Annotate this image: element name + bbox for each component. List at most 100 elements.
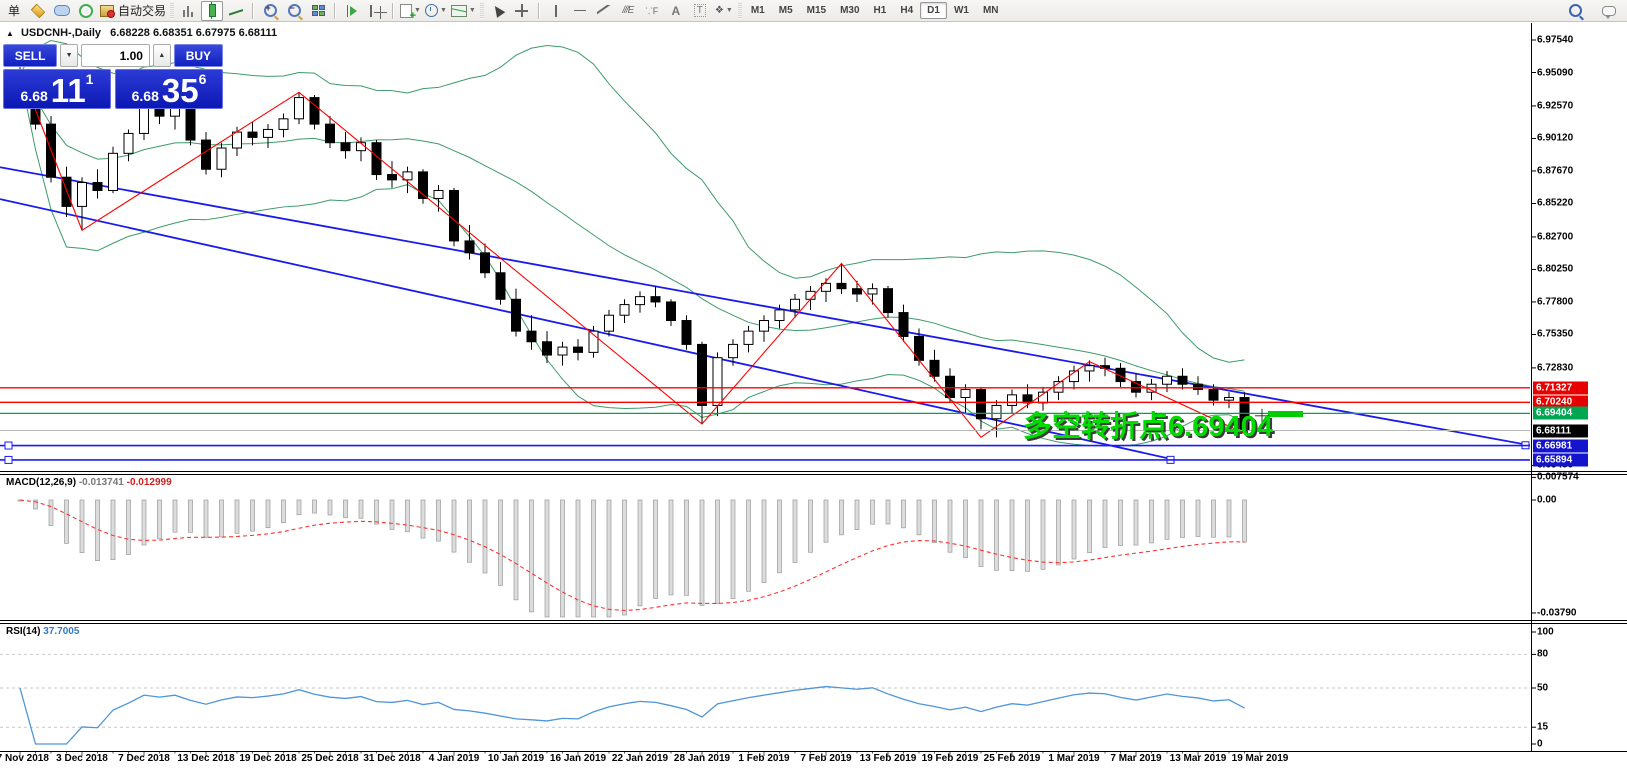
axis-ticks — [19, 39, 1536, 756]
time-axis-line — [0, 751, 1627, 752]
text-label-icon[interactable]: T — [689, 1, 711, 21]
fibonacci-icon[interactable]: ⸪F — [645, 6, 659, 16]
timeframe-m15[interactable]: M15 — [806, 5, 827, 16]
price-tick-label: 6.92570 — [1537, 100, 1574, 112]
date-label: 25 Dec 2018 — [301, 753, 359, 764]
horizontal-line-icon[interactable] — [569, 1, 591, 21]
chat-icon[interactable] — [1598, 1, 1620, 21]
price-tick-label: 6.77800 — [1537, 296, 1574, 308]
shapes-icon[interactable]: ❖ ▼ — [714, 5, 733, 16]
cursor-icon[interactable] — [487, 1, 509, 21]
collapse-panel-icon[interactable]: ▲ — [6, 29, 14, 38]
price-tick-label: 6.72830 — [1537, 362, 1574, 374]
chart-shift-icon[interactable] — [365, 1, 387, 21]
rsi-tick-label: 50 — [1537, 682, 1549, 694]
ask-sup: 6 — [198, 71, 207, 87]
periods-icon[interactable]: ▼ — [424, 1, 448, 21]
pane-separator[interactable] — [0, 474, 1627, 475]
macd-pane[interactable] — [17, 499, 1247, 618]
ask-quote[interactable]: 6.68 35 6 — [115, 69, 223, 109]
bollinger-upper-band — [19, 39, 1245, 363]
timeframe-h4[interactable]: H4 — [900, 5, 914, 16]
signals-icon[interactable] — [75, 1, 97, 21]
price-level-badge: 6.70240 — [1533, 395, 1588, 409]
date-label: 1 Mar 2019 — [1048, 753, 1100, 764]
date-label: 31 Dec 2018 — [363, 753, 421, 764]
price-tick-label: 6.87670 — [1537, 165, 1574, 177]
timeframe-m5[interactable]: M5 — [778, 5, 793, 16]
hline-handle[interactable] — [4, 441, 13, 450]
timeframe-mn[interactable]: MN — [982, 5, 999, 16]
date-label: 7 Feb 2019 — [800, 753, 852, 764]
bid-sup: 1 — [85, 71, 94, 87]
price-tick-label: 6.90120 — [1537, 132, 1574, 144]
pane-separator[interactable] — [0, 471, 1627, 472]
timeframe-h1[interactable]: H1 — [873, 5, 887, 16]
community-icon[interactable] — [51, 1, 73, 21]
templates-icon[interactable]: ▼ — [450, 1, 477, 21]
ohlc-values: 6.68228 6.68351 6.67975 6.68111 — [110, 27, 278, 39]
bid-quote[interactable]: 6.68 11 1 — [3, 69, 111, 109]
line-chart-icon[interactable] — [225, 1, 247, 21]
timeframe-m30[interactable]: M30 — [840, 5, 860, 16]
rsi-tick-label: 0 — [1537, 738, 1543, 750]
pane-separator[interactable] — [0, 620, 1627, 621]
price-tick-label: 6.97540 — [1537, 34, 1574, 46]
new-order-button[interactable]: 单 — [7, 4, 20, 18]
crosshair-icon[interactable] — [511, 1, 533, 21]
price-level-badge: 6.66981 — [1533, 439, 1588, 453]
bid-base: 6.68 — [20, 88, 48, 104]
price-level-badge: 6.71327 — [1533, 381, 1588, 395]
price-level-badge: 6.69404 — [1533, 406, 1588, 420]
rsi-pane[interactable] — [0, 653, 1530, 745]
ask-base: 6.68 — [131, 88, 159, 104]
candlestick-chart-icon[interactable] — [201, 0, 224, 21]
search-icon[interactable] — [1564, 1, 1586, 21]
bid-big: 11 — [50, 72, 86, 109]
date-label: 13 Mar 2019 — [1169, 753, 1227, 764]
zoom-out-icon[interactable]: − — [283, 1, 305, 21]
turning-point-annotation: 多空转折点6.69404 — [1023, 411, 1273, 443]
zoom-in-icon[interactable]: + — [259, 1, 281, 21]
text-icon[interactable]: A — [671, 3, 681, 18]
tile-windows-icon[interactable] — [307, 1, 329, 21]
date-label: 22 Jan 2019 — [611, 753, 669, 764]
pane-separator[interactable] — [0, 623, 1627, 624]
price-level-badge: 6.68111 — [1533, 424, 1588, 438]
autotrade-label: 自动交易 — [118, 4, 167, 18]
date-label: 25 Feb 2019 — [983, 753, 1041, 764]
bar-chart-icon[interactable] — [177, 1, 199, 21]
new-chart-icon[interactable]: ▼ — [399, 1, 422, 22]
sell-button[interactable]: SELL — [3, 44, 58, 67]
auto-scroll-icon[interactable] — [341, 1, 363, 21]
timeframe-m1[interactable]: M1 — [750, 5, 765, 16]
buy-button[interactable]: BUY — [173, 44, 223, 67]
autotrade-button[interactable]: 自动交易 — [99, 1, 167, 21]
trendline-icon[interactable] — [593, 1, 615, 21]
price-tick-label: 6.82700 — [1537, 231, 1574, 243]
macd-signal-line — [19, 499, 1245, 612]
date-label: 7 Dec 2018 — [118, 753, 170, 764]
timeframe-w1[interactable]: W1 — [953, 5, 969, 16]
date-label: 7 Mar 2019 — [1110, 753, 1162, 764]
date-label: 27 Nov 2018 — [0, 753, 49, 764]
channel-icon[interactable]: ///E — [622, 5, 634, 16]
price-axis-line — [1531, 23, 1532, 752]
rsi-tick-label: 15 — [1537, 721, 1549, 733]
trend-channel-line[interactable] — [0, 166, 1530, 447]
volume-decrease-button[interactable]: ▼ — [60, 44, 78, 67]
volume-input[interactable]: 1.00 — [80, 44, 150, 67]
date-label: 19 Dec 2018 — [239, 753, 297, 764]
macd-tick-label: 0.00 — [1537, 494, 1557, 506]
main-pane[interactable] — [0, 39, 1530, 464]
rsi-tick-label: 80 — [1537, 648, 1549, 660]
timeframe-d1[interactable]: D1 — [920, 2, 947, 19]
price-tick-label: 6.95090 — [1537, 67, 1574, 78]
date-label: 3 Dec 2018 — [56, 753, 108, 764]
vertical-line-icon[interactable] — [545, 1, 567, 21]
hline-handle[interactable] — [4, 455, 13, 464]
market-icon[interactable] — [27, 1, 49, 21]
price-level-badge: 6.65894 — [1533, 453, 1588, 467]
volume-increase-button[interactable]: ▲ — [152, 44, 171, 67]
